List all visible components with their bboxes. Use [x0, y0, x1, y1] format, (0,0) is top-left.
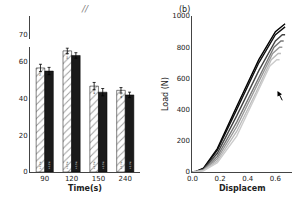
- svg-text:Time(s): Time(s): [68, 184, 102, 193]
- svg-text:400: 400: [177, 106, 190, 114]
- svg-text:0: 0: [23, 168, 27, 176]
- svg-text:+3.1%: +3.1%: [39, 161, 42, 169]
- svg-text:66.0: 66.0: [66, 53, 69, 59]
- svg-text:+3.5%: +3.5%: [66, 161, 69, 169]
- svg-text:0.6: 0.6: [270, 175, 282, 183]
- svg-text:+3.1%: +3.1%: [48, 161, 51, 169]
- svg-text:Load (N): Load (N): [161, 77, 170, 111]
- svg-text:(b): (b): [179, 5, 190, 14]
- svg-text:+2.0%: +2.0%: [129, 161, 132, 169]
- svg-text://: //: [81, 4, 89, 14]
- svg-text:0.4: 0.4: [242, 175, 254, 183]
- svg-text:150: 150: [92, 175, 105, 183]
- svg-text:70: 70: [19, 31, 28, 39]
- svg-text:40: 40: [19, 95, 28, 103]
- svg-text:Displacem: Displacem: [219, 184, 266, 193]
- svg-text:46.8: 46.8: [93, 89, 96, 95]
- svg-text:1000: 1000: [172, 12, 190, 20]
- svg-text:+2.5%: +2.5%: [102, 161, 105, 169]
- svg-text:+2.5%: +2.5%: [93, 161, 96, 169]
- svg-text:600: 600: [177, 75, 190, 83]
- svg-text:+2.0%: +2.0%: [120, 161, 123, 169]
- svg-text:0.0: 0.0: [187, 175, 198, 183]
- svg-text:60: 60: [19, 58, 28, 66]
- svg-text:240: 240: [119, 175, 132, 183]
- svg-text:0: 0: [186, 168, 190, 176]
- svg-text:56.7: 56.7: [39, 70, 42, 76]
- svg-text:90: 90: [40, 175, 49, 183]
- svg-text:44.5: 44.5: [120, 93, 123, 99]
- svg-text:0.2: 0.2: [215, 175, 226, 183]
- svg-text:20: 20: [19, 132, 28, 140]
- svg-text:200: 200: [177, 137, 190, 145]
- svg-text:120: 120: [65, 175, 78, 183]
- svg-text:800: 800: [177, 44, 190, 52]
- svg-text:+3.5%: +3.5%: [75, 161, 78, 169]
